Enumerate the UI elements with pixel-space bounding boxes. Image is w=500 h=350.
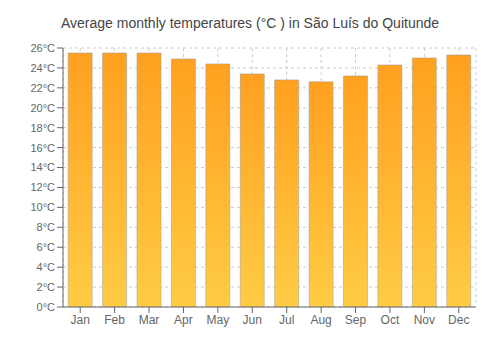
svg-text:14°C: 14°C [30,161,55,173]
svg-text:Aug: Aug [310,313,331,327]
svg-text:6°C: 6°C [37,241,56,253]
svg-text:Nov: Nov [414,313,435,327]
svg-text:Jan: Jan [71,313,90,327]
svg-text:22°C: 22°C [30,82,55,94]
svg-text:Jul: Jul [279,313,294,327]
svg-text:8°C: 8°C [37,221,56,233]
svg-text:12°C: 12°C [30,181,55,193]
svg-text:20°C: 20°C [30,102,55,114]
svg-text:Jun: Jun [243,313,262,327]
svg-text:May: May [207,313,230,327]
svg-text:Sep: Sep [345,313,367,327]
svg-text:24°C: 24°C [30,62,55,74]
svg-text:26°C: 26°C [30,42,55,54]
svg-text:Apr: Apr [174,313,193,327]
html-text:Average monthly temperatures (: Average monthly temperatures (°C ) in Sã… [60,15,439,31]
svg-text:0°C: 0°C [37,301,56,313]
svg-text:Oct: Oct [381,313,400,327]
svg-text:2°C: 2°C [37,281,56,293]
svg-text:Dec: Dec [448,313,469,327]
svg-text:10°C: 10°C [30,201,55,213]
svg-text:16°C: 16°C [30,142,55,154]
svg-text:Mar: Mar [139,313,160,327]
svg-text:18°C: 18°C [30,122,55,134]
svg-text:4°C: 4°C [37,261,56,273]
svg-text:Feb: Feb [104,313,125,327]
